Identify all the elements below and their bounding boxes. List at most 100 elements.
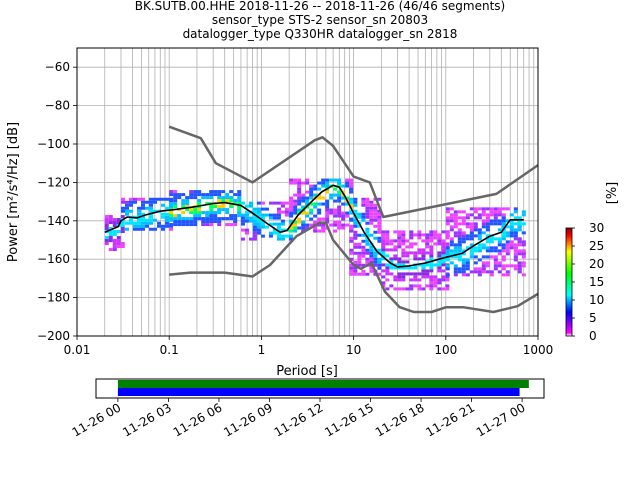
density-cell	[284, 210, 289, 214]
density-cell	[461, 264, 466, 268]
density-cell	[497, 207, 502, 211]
density-cell	[349, 229, 354, 233]
density-cell	[189, 208, 194, 212]
density-cell	[373, 230, 378, 234]
density-cell	[421, 272, 426, 276]
density-cell	[385, 266, 390, 270]
density-cell	[441, 287, 446, 291]
density-cell	[441, 248, 446, 252]
density-cell	[501, 273, 506, 277]
density-cell	[357, 224, 362, 228]
density-cell	[272, 222, 277, 226]
density-cell	[381, 281, 386, 285]
density-cell	[509, 240, 514, 244]
density-cell	[481, 255, 486, 259]
density-cell	[181, 211, 186, 215]
density-cell	[437, 281, 442, 285]
density-cell	[148, 197, 153, 201]
density-cell	[148, 206, 153, 210]
density-cell	[381, 245, 386, 249]
density-cell	[333, 208, 338, 212]
density-cell	[505, 264, 510, 268]
density-cell	[337, 223, 342, 227]
density-cell	[457, 216, 462, 220]
density-cell	[301, 220, 306, 224]
density-cell	[389, 248, 394, 252]
density-cell	[240, 219, 245, 223]
density-cell	[341, 223, 346, 227]
density-cell	[417, 284, 422, 288]
density-cell	[381, 251, 386, 255]
density-cell	[237, 196, 242, 200]
density-cell	[305, 178, 310, 182]
density-cell	[397, 233, 402, 237]
density-cell	[293, 181, 298, 185]
density-cell	[297, 199, 302, 203]
density-cell	[173, 190, 178, 194]
density-cell	[233, 214, 238, 218]
density-cell	[509, 213, 514, 217]
density-cell	[501, 246, 506, 250]
density-cell	[385, 233, 390, 237]
density-cell	[417, 251, 422, 255]
density-cell	[409, 236, 414, 240]
density-cell	[225, 217, 230, 221]
density-cell	[284, 201, 289, 205]
density-cell	[201, 196, 206, 200]
density-cell	[429, 287, 434, 291]
density-cell	[321, 181, 326, 185]
density-cell	[276, 213, 281, 217]
density-cell	[248, 237, 253, 241]
density-cell	[373, 263, 378, 267]
density-cell	[349, 263, 354, 267]
density-cell	[373, 203, 378, 207]
density-cell	[477, 213, 482, 217]
density-cell	[465, 237, 470, 241]
density-cell	[489, 237, 494, 241]
density-cell	[264, 225, 269, 229]
density-cell	[497, 210, 502, 214]
density-cell	[197, 202, 202, 206]
density-cell	[509, 222, 514, 226]
density-cell	[425, 263, 430, 267]
density-cell	[413, 278, 418, 282]
density-cell	[108, 239, 113, 243]
density-cell	[160, 197, 165, 201]
density-cell	[325, 211, 330, 215]
density-cell	[505, 207, 510, 211]
y-tick-label: −60	[45, 60, 70, 74]
density-cell	[385, 242, 390, 246]
density-cell	[248, 201, 253, 205]
density-cell	[513, 246, 518, 250]
density-cell	[497, 213, 502, 217]
density-cell	[481, 243, 486, 247]
density-cell	[369, 251, 374, 255]
density-cell	[521, 222, 526, 226]
density-cell	[293, 199, 298, 203]
density-cell	[405, 272, 410, 276]
density-cell	[381, 263, 386, 267]
density-cell	[293, 193, 298, 197]
density-cell	[197, 211, 202, 215]
density-cell	[140, 215, 145, 219]
density-cell	[353, 266, 358, 270]
x-tick-label: 10	[346, 343, 361, 357]
density-cell	[209, 208, 214, 212]
density-cell	[469, 228, 474, 232]
density-cell	[477, 243, 482, 247]
density-cell	[429, 251, 434, 255]
density-cell	[489, 255, 494, 259]
density-cell	[288, 237, 293, 241]
density-cell	[276, 216, 281, 220]
density-cell	[337, 214, 342, 218]
density-cell	[276, 225, 281, 229]
density-cell	[421, 254, 426, 258]
density-cell	[144, 206, 149, 210]
density-cell	[353, 251, 358, 255]
density-cell	[124, 221, 129, 225]
density-cell	[393, 287, 398, 291]
density-cell	[325, 181, 330, 185]
density-cell	[421, 239, 426, 243]
density-cell	[321, 217, 326, 221]
density-cell	[377, 236, 382, 240]
